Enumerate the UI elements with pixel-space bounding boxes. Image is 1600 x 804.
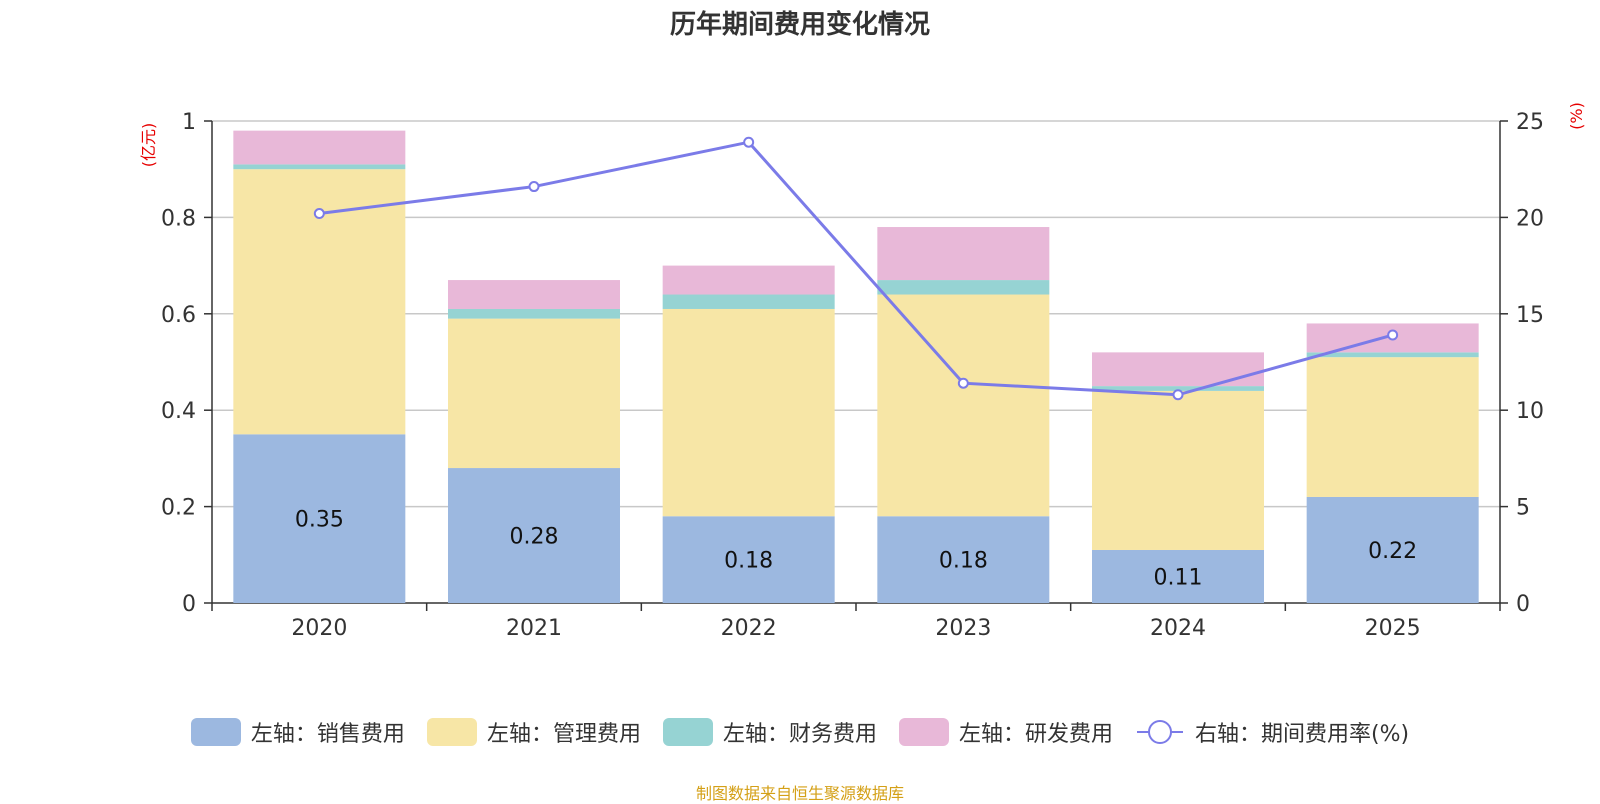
legend-swatch-finance	[662, 718, 713, 746]
rate-line	[319, 140, 1394, 397]
x-tick-label: 2021	[506, 616, 562, 641]
bar-segment-2	[233, 164, 406, 170]
legend-item-sales[interactable]: 左轴：销售费用	[190, 716, 405, 748]
legend: 左轴：销售费用 左轴：管理费用 左轴：财务费用 左轴：研发费用 右轴：期间费用率…	[0, 716, 1600, 748]
bar-value-label: 0.18	[939, 549, 988, 574]
x-tick-label: 2025	[1365, 616, 1421, 641]
bar-segment-0	[1092, 549, 1264, 603]
y-left-tick-label: 0	[182, 592, 196, 617]
rate-point	[1387, 329, 1399, 341]
bar-value-label: 0.28	[510, 525, 559, 550]
y-left-tick-label: 0.8	[161, 206, 196, 231]
y-left-tick-label: 0.4	[161, 399, 196, 424]
legend-label-sales: 左轴：销售费用	[250, 722, 405, 747]
bar-segment-0	[233, 434, 406, 603]
legend-item-rate[interactable]: 右轴：期间费用率(%)	[1135, 716, 1409, 748]
y-left-tick-label: 0.6	[161, 303, 196, 328]
bar-segment-3	[662, 265, 835, 295]
x-tick-label: 2020	[291, 616, 347, 641]
legend-item-admin[interactable]: 左轴：管理费用	[426, 716, 641, 748]
bar-segment-2	[662, 294, 835, 309]
data-source-note: 制图数据来自恒生聚源数据库	[695, 784, 904, 803]
bar-segment-3	[233, 130, 406, 165]
y-right-tick-label: 0	[1516, 592, 1530, 617]
chart-title: 历年期间费用变化情况	[669, 10, 930, 40]
y-right-tick-label: 25	[1516, 110, 1544, 135]
legend-label-rate: 右轴：期间费用率(%)	[1194, 722, 1410, 747]
legend-label-rnd: 左轴：研发费用	[958, 722, 1113, 747]
bar-segment-3	[448, 280, 620, 309]
y-right-tick-label: 5	[1516, 496, 1530, 521]
y-right-tick-label: 20	[1516, 206, 1544, 231]
y-right-tick-label: 15	[1516, 303, 1544, 328]
rate-point	[313, 208, 325, 220]
y-left-tick-label: 1	[182, 110, 196, 135]
y-right-unit-label: (%)	[1567, 102, 1586, 130]
rate-point	[957, 377, 969, 389]
legend-label-finance: 左轴：财务费用	[722, 722, 877, 747]
bar-segment-0	[448, 468, 620, 603]
rate-point	[1172, 389, 1184, 401]
bar-segment-0	[1306, 496, 1479, 603]
bar-segment-2	[448, 308, 620, 319]
bar-segment-3	[1092, 352, 1264, 387]
y-left-unit-label: (亿元)	[139, 123, 158, 168]
bar-segment-2	[1092, 386, 1264, 391]
bar-segment-0	[877, 516, 1050, 603]
x-tick-label: 2023	[935, 616, 991, 641]
legend-swatch-sales	[190, 718, 241, 746]
bar-segment-1	[662, 308, 835, 517]
bar-value-label: 0.11	[1154, 565, 1203, 590]
legend-item-rnd[interactable]: 左轴：研发费用	[898, 716, 1113, 748]
y-left-tick-label: 0.2	[161, 496, 196, 521]
bar-segment-2	[877, 280, 1050, 295]
legend-line-marker-icon	[1136, 720, 1183, 744]
bar-segment-1	[448, 318, 620, 469]
bar-value-label: 0.18	[724, 549, 773, 574]
bar-segment-1	[1092, 390, 1264, 550]
legend-swatch-rnd	[898, 718, 949, 746]
bar-segment-3	[877, 227, 1050, 281]
rate-point	[528, 181, 540, 193]
x-tick-label: 2024	[1150, 616, 1206, 641]
bar-segment-0	[662, 516, 835, 603]
bar-value-label: 0.35	[295, 508, 344, 533]
bar-value-label: 0.22	[1368, 539, 1417, 564]
legend-item-finance[interactable]: 左轴：财务费用	[662, 716, 877, 748]
rate-point	[743, 136, 755, 148]
legend-label-admin: 左轴：管理费用	[486, 722, 641, 747]
bar-segment-1	[877, 294, 1050, 517]
x-tick-label: 2022	[721, 616, 777, 641]
y-right-tick-label: 10	[1516, 399, 1544, 424]
legend-swatch-admin	[426, 718, 477, 746]
bar-segment-1	[1306, 357, 1479, 497]
bar-segment-2	[1306, 352, 1479, 358]
